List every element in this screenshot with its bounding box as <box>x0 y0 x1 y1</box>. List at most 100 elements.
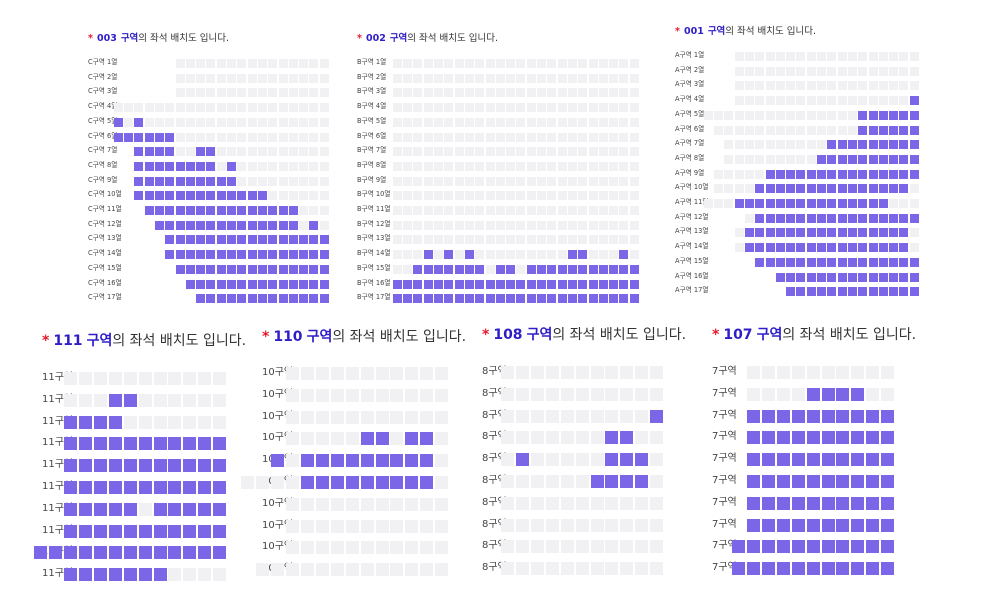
seat-available[interactable] <box>537 235 546 245</box>
seat-available[interactable] <box>444 161 454 171</box>
seat-available[interactable] <box>575 540 589 554</box>
seat-reserved[interactable] <box>299 294 309 304</box>
seat-reserved[interactable] <box>79 568 92 582</box>
seat-available[interactable] <box>196 59 206 68</box>
seat-available[interactable] <box>598 206 608 215</box>
seat-reserved[interactable] <box>153 568 167 582</box>
seat-reserved[interactable] <box>216 235 226 245</box>
seat-available[interactable] <box>309 161 319 171</box>
seat-available[interactable] <box>650 431 664 445</box>
seat-reserved[interactable] <box>765 199 775 208</box>
seat-reserved[interactable] <box>909 96 919 106</box>
seat-reserved[interactable] <box>635 475 649 488</box>
seat-available[interactable] <box>288 191 298 201</box>
seat-available[interactable] <box>858 96 868 106</box>
seat-available[interactable] <box>268 191 278 201</box>
seat-available[interactable] <box>454 176 464 186</box>
seat-available[interactable] <box>619 88 629 98</box>
seat-reserved[interactable] <box>485 279 495 289</box>
seat-available[interactable] <box>216 59 226 68</box>
seat-available[interactable] <box>319 117 329 127</box>
seat-available[interactable] <box>175 147 185 157</box>
seat-available[interactable] <box>475 73 485 83</box>
seat-available[interactable] <box>817 96 826 106</box>
seat-available[interactable] <box>237 147 247 157</box>
seat-reserved[interactable] <box>567 294 577 304</box>
seat-available[interactable] <box>575 409 589 423</box>
seat-available[interactable] <box>881 366 895 379</box>
seat-available[interactable] <box>299 147 309 157</box>
seat-available[interactable] <box>454 147 464 157</box>
seat-available[interactable] <box>485 73 495 83</box>
seat-available[interactable] <box>506 59 516 68</box>
seat-reserved[interactable] <box>744 199 754 208</box>
seat-available[interactable] <box>392 132 402 142</box>
seat-available[interactable] <box>392 220 402 230</box>
seat-available[interactable] <box>506 191 516 201</box>
seat-available[interactable] <box>413 220 423 230</box>
seat-available[interactable] <box>286 476 300 489</box>
seat-reserved[interactable] <box>237 235 247 245</box>
seat-available[interactable] <box>392 147 402 157</box>
seat-reserved[interactable] <box>847 257 857 267</box>
seat-reserved[interactable] <box>791 562 805 576</box>
seat-available[interactable] <box>319 103 329 113</box>
seat-available[interactable] <box>765 81 775 91</box>
seat-available[interactable] <box>791 387 805 401</box>
seat-available[interactable] <box>413 176 423 186</box>
seat-available[interactable] <box>390 519 404 533</box>
seat-reserved[interactable] <box>123 459 137 473</box>
seat-reserved[interactable] <box>827 140 837 150</box>
seat-available[interactable] <box>560 540 574 554</box>
seat-reserved[interactable] <box>144 206 154 215</box>
seat-available[interactable] <box>175 117 185 127</box>
seat-available[interactable] <box>547 176 557 186</box>
seat-available[interactable] <box>330 388 344 402</box>
seat-available[interactable] <box>560 518 574 532</box>
seat-reserved[interactable] <box>268 294 278 304</box>
seat-available[interactable] <box>755 81 765 91</box>
seat-available[interactable] <box>598 191 608 201</box>
seat-reserved[interactable] <box>635 453 649 467</box>
seat-reserved[interactable] <box>213 437 227 451</box>
seat-reserved[interactable] <box>108 415 122 429</box>
seat-reserved[interactable] <box>299 250 309 260</box>
seat-available[interactable] <box>185 88 195 98</box>
seat-reserved[interactable] <box>288 264 298 274</box>
seat-available[interactable] <box>575 496 589 510</box>
seat-reserved[interactable] <box>827 184 837 194</box>
seat-reserved[interactable] <box>889 169 899 179</box>
seat-available[interactable] <box>153 415 167 429</box>
seat-reserved[interactable] <box>858 213 868 223</box>
seat-available[interactable] <box>206 103 216 113</box>
seat-available[interactable] <box>288 176 298 186</box>
seat-reserved[interactable] <box>123 502 137 516</box>
seat-available[interactable] <box>464 161 474 171</box>
seat-available[interactable] <box>786 154 796 164</box>
seat-reserved[interactable] <box>836 518 850 532</box>
seat-available[interactable] <box>309 147 319 157</box>
seat-available[interactable] <box>776 387 790 401</box>
seat-available[interactable] <box>495 191 505 201</box>
seat-available[interactable] <box>464 132 474 142</box>
seat-reserved[interactable] <box>747 496 760 510</box>
seat-available[interactable] <box>744 169 754 179</box>
seat-available[interactable] <box>345 432 359 446</box>
seat-reserved[interactable] <box>196 294 206 304</box>
seat-available[interactable] <box>309 59 319 68</box>
seat-available[interactable] <box>198 372 212 385</box>
seat-available[interactable] <box>899 52 909 61</box>
seat-reserved[interactable] <box>154 206 164 215</box>
seat-available[interactable] <box>403 220 413 230</box>
seat-available[interactable] <box>257 73 267 83</box>
seat-reserved[interactable] <box>817 243 826 253</box>
seat-available[interactable] <box>578 191 588 201</box>
seat-reserved[interactable] <box>899 257 909 267</box>
seat-available[interactable] <box>858 81 868 91</box>
seat-available[interactable] <box>796 125 806 135</box>
seat-available[interactable] <box>796 66 806 76</box>
seat-reserved[interactable] <box>868 140 878 150</box>
seat-available[interactable] <box>545 518 559 532</box>
seat-reserved[interactable] <box>881 453 895 467</box>
seat-available[interactable] <box>360 563 374 577</box>
